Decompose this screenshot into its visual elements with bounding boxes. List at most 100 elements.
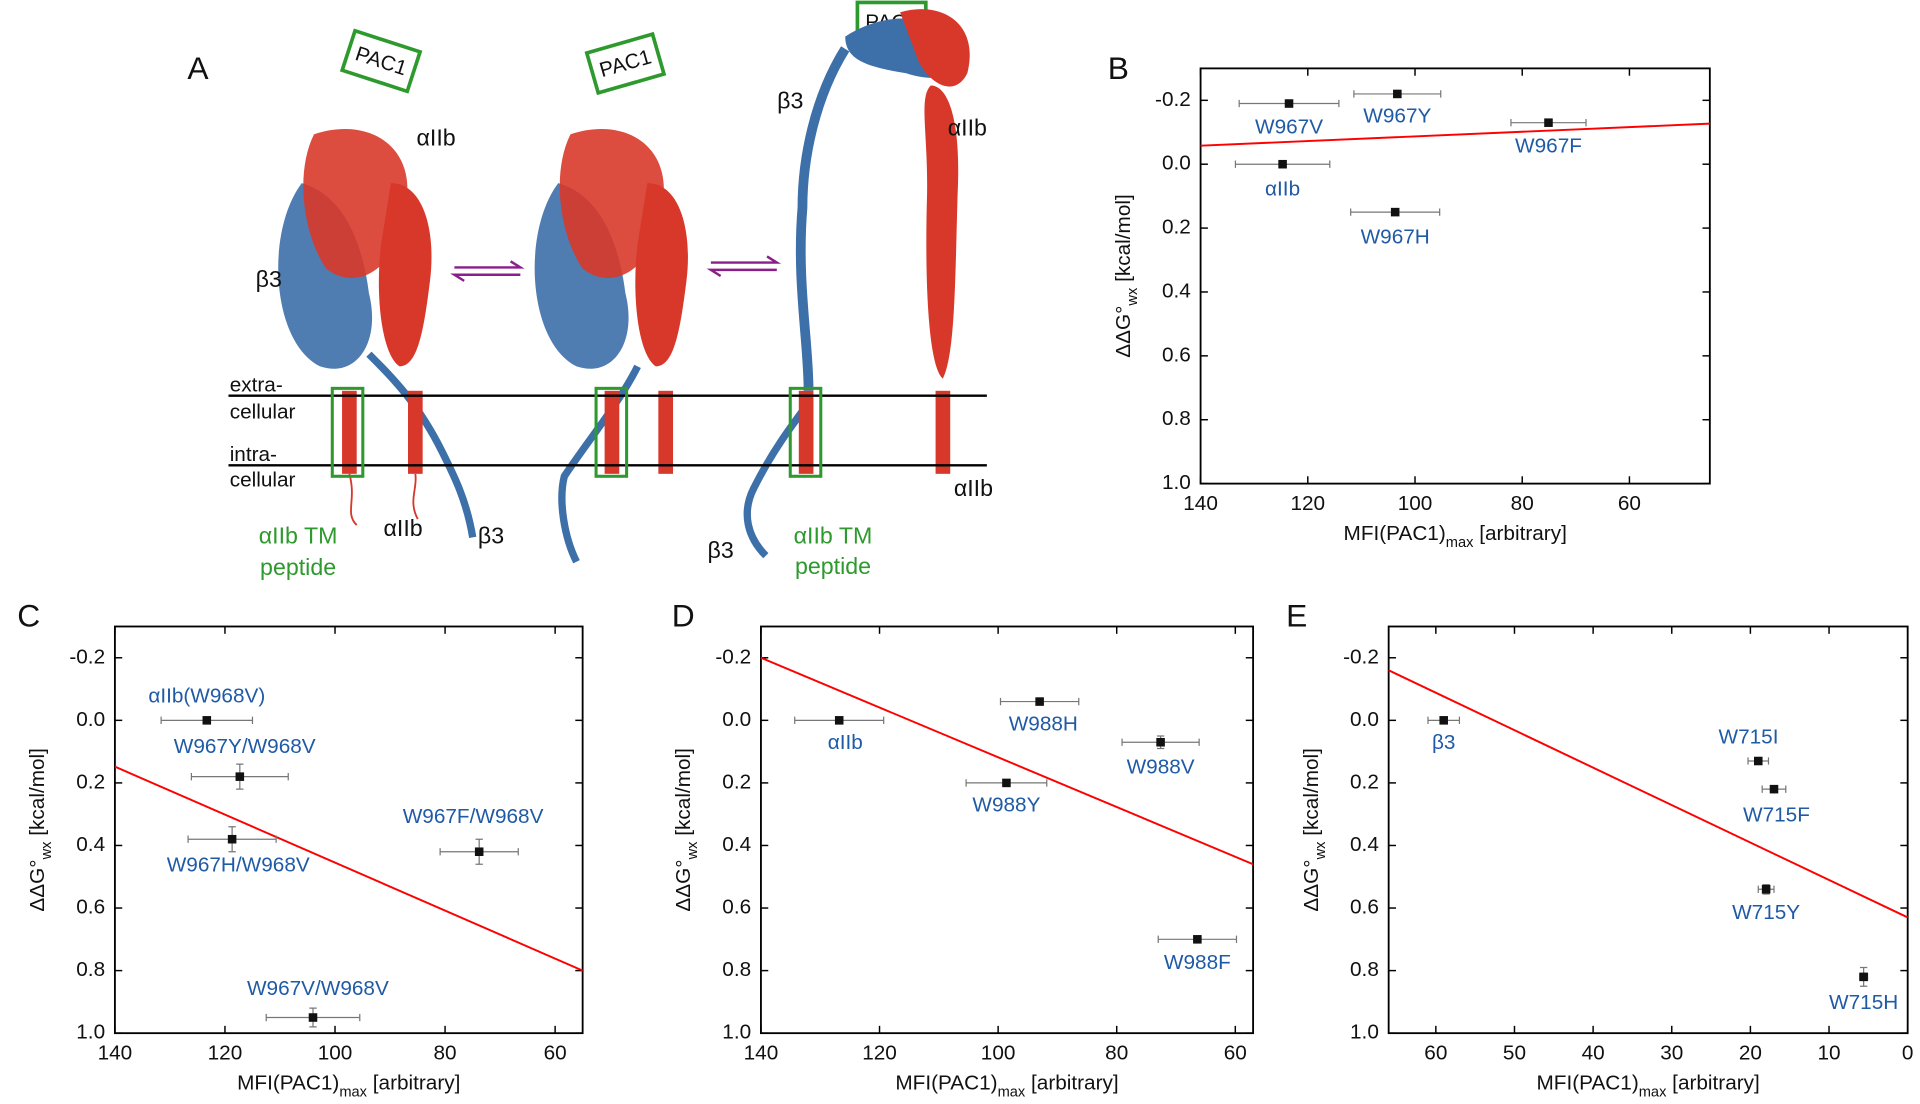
label-rest: [kcal/mol] — [1112, 194, 1135, 287]
label-main: ΔΔG° — [1300, 859, 1323, 911]
alpha-label: αIIb — [954, 475, 993, 501]
label-sub: wx — [685, 841, 701, 861]
scatter-panel: C 140 120 100 80 60 -0.2 0.0 0.2 0.4 0.6 0.8 1.0 MFI(… — [17, 597, 584, 1100]
point-label: W967F/W968V — [403, 805, 544, 828]
point-label: W967Y — [1363, 105, 1431, 128]
x-tick-label: 140 — [98, 1041, 133, 1064]
alpha-label: αIIb — [416, 124, 455, 150]
point-label: β3 — [1432, 731, 1455, 754]
integrin-extended — [743, 9, 970, 559]
x-tick-label: 100 — [981, 1041, 1016, 1064]
tm-box — [788, 386, 823, 478]
y-tick-label: 0.8 — [722, 958, 751, 981]
label-main: MFI(PAC1) — [237, 1072, 339, 1095]
alpha-label: αIIb — [384, 515, 423, 541]
y-tick-label: 0.0 — [76, 708, 105, 731]
arrow — [450, 273, 521, 282]
beta-leg — [795, 46, 850, 391]
x-tick-label: 80 — [1105, 1041, 1128, 1064]
point-label: W715Y — [1732, 901, 1800, 924]
y-tick-label: 0.6 — [722, 896, 751, 919]
x-tick-label: 120 — [862, 1041, 897, 1064]
data-point — [1035, 697, 1044, 706]
y-tick-label: 0.8 — [76, 958, 105, 981]
fit-line — [1200, 122, 1710, 147]
tm-helix — [408, 390, 423, 474]
data-point — [1753, 756, 1763, 766]
alpha-leg — [924, 85, 959, 379]
equilibrium-arrows — [450, 255, 782, 282]
y-tick-label: 0.6 — [76, 896, 105, 919]
arrow — [454, 260, 525, 269]
propeller — [900, 9, 970, 87]
x-tick-label: 20 — [1739, 1041, 1762, 1064]
alpha-leg — [378, 183, 432, 367]
label-main: MFI(PAC1) — [895, 1072, 997, 1095]
tail — [348, 473, 419, 526]
point-label: W967V — [1255, 115, 1323, 138]
fit-line — [1388, 669, 1909, 919]
label-sub: max — [339, 1084, 367, 1100]
scatter-panel: D 140 120 100 80 60 -0.2 0.0 0.2 0.4 0.6 0.8 1.0 MFI(… — [672, 597, 1255, 1100]
panel-letter: C — [17, 597, 40, 633]
y-tick-label: 1.0 — [1162, 471, 1191, 494]
data-point — [1193, 935, 1202, 944]
alpha-domain — [559, 129, 664, 279]
point-label: αIIb — [828, 731, 863, 754]
data-point — [834, 716, 844, 725]
y-tick-label: 0.2 — [76, 770, 105, 793]
point-label: W967Y/W968V — [174, 735, 316, 758]
tm-peptide-label: peptide — [795, 553, 871, 579]
label-sub: wx — [1125, 287, 1141, 307]
label-rest: [kcal/mol] — [1300, 748, 1323, 841]
label-main: ΔΔG° — [1112, 306, 1135, 358]
alpha-domain — [303, 129, 408, 279]
y-tick-label: 0.4 — [1162, 279, 1191, 302]
membrane-label: extra- — [230, 373, 283, 396]
y-tick-label: -0.2 — [69, 645, 105, 668]
integrin-bent-2 — [534, 129, 688, 564]
fit-line — [114, 765, 584, 972]
x-tick-label: 0 — [1902, 1041, 1914, 1064]
panel-letter: B — [1108, 50, 1129, 86]
membrane-label: cellular — [230, 469, 296, 492]
plot-frame — [1387, 625, 1909, 1035]
membrane-label: cellular — [230, 400, 296, 423]
y-tick-label: 0.2 — [1350, 770, 1379, 793]
label-rest: [arbitrary] — [1473, 522, 1566, 545]
arrow — [710, 255, 782, 264]
panel-letter: E — [1286, 597, 1307, 633]
x-tick-label: 10 — [1817, 1041, 1840, 1064]
point-label: αIIb — [1265, 177, 1300, 200]
label-sub: max — [998, 1084, 1026, 1100]
x-tick-label: 30 — [1660, 1041, 1683, 1064]
data-point — [1859, 972, 1868, 982]
x-tick-label: 60 — [544, 1041, 567, 1064]
data-point — [474, 847, 484, 857]
label-rest: [kcal/mol] — [673, 748, 696, 841]
tm-box — [330, 386, 365, 478]
data-point — [1544, 118, 1553, 127]
tm-helix — [798, 390, 814, 474]
data-point — [1439, 716, 1448, 725]
y-tick-label: 0.8 — [1350, 958, 1379, 981]
data-point — [1769, 784, 1779, 794]
pac1-box: PAC1 — [339, 28, 423, 94]
y-tick-label: -0.2 — [715, 645, 751, 668]
data-point — [1284, 99, 1294, 108]
box — [339, 28, 423, 94]
label-sub: wx — [1313, 841, 1329, 861]
data-point — [1390, 207, 1400, 217]
point-label: W967F — [1515, 135, 1582, 158]
y-axis-label: ΔΔG°wx [kcal/mol] — [673, 748, 701, 911]
tm-helix — [604, 390, 620, 474]
scatter-panel: E 60 50 40 30 20 10 0 -0.2 0.0 0.2 0.4 0.6 0.8 1.0 MFI(… — [1286, 597, 1913, 1100]
y-tick-label: 0.4 — [76, 833, 105, 856]
x-tick-label: 100 — [318, 1041, 353, 1064]
membrane-label: intra- — [230, 443, 277, 466]
point-label: W715I — [1719, 725, 1779, 748]
x-tick-label: 80 — [434, 1041, 457, 1064]
label-rest: [arbitrary] — [1025, 1072, 1118, 1095]
tm-helix — [935, 390, 951, 474]
